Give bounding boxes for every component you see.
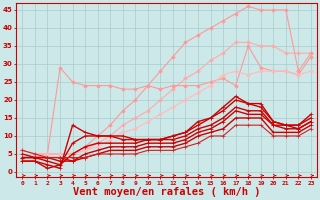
X-axis label: Vent moyen/en rafales ( km/h ): Vent moyen/en rafales ( km/h ) [73,187,260,197]
